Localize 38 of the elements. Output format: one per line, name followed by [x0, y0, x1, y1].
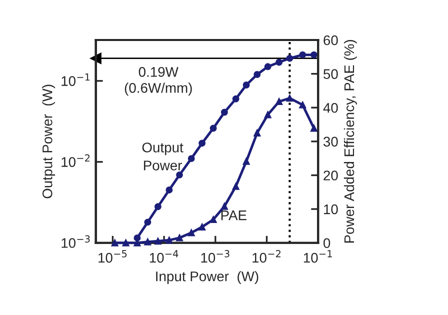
y-tick-label: 10$^{−1}$	[62, 73, 90, 86]
y-tick-label: 10$^{−3}$	[62, 235, 90, 248]
x-tick-label: 10$^{−1}$	[304, 250, 332, 263]
y2-tick-label: 60	[324, 35, 338, 46]
point	[198, 140, 206, 147]
point	[134, 234, 141, 242]
series-label: PAE	[221, 210, 246, 220]
point	[276, 58, 283, 66]
point	[166, 186, 173, 194]
point	[232, 95, 240, 102]
y2-tick-label: 0	[323, 238, 330, 248]
point	[264, 63, 272, 70]
x-tick-label: 10$^{−5}$	[98, 250, 127, 263]
y2-tick-label: 40	[323, 102, 338, 113]
point	[176, 171, 183, 178]
x-tick-label: 10$^{−3}$	[201, 250, 230, 263]
point	[154, 203, 162, 210]
x-tick-label: 10$^{−4}$	[150, 250, 178, 263]
ref-line-label: 0.19W (0.6W/mm)	[124, 67, 192, 96]
y2-tick-label: 50	[323, 69, 338, 79]
point	[286, 54, 294, 62]
series-label: Output Power	[142, 142, 184, 170]
y2-tick-label: 20	[324, 170, 338, 180]
y2-axis-title: Power Added Efficiency, PAE (%)	[344, 40, 357, 243]
y-tick-label: 10$^{−2}$	[62, 154, 90, 167]
y2-tick-label: 10	[324, 204, 338, 214]
point	[299, 51, 306, 58]
y-axis-title: Output Power (W)	[42, 84, 56, 198]
point	[144, 218, 152, 226]
point	[242, 82, 250, 88]
point	[310, 51, 318, 58]
point	[188, 155, 195, 162]
point	[210, 124, 217, 132]
x-axis-title: Input Power (W)	[156, 271, 258, 284]
point	[254, 71, 261, 78]
y2-tick-label: 30	[323, 136, 338, 147]
point	[220, 108, 228, 116]
x-tick-label: 10$^{−2}$	[252, 250, 280, 263]
